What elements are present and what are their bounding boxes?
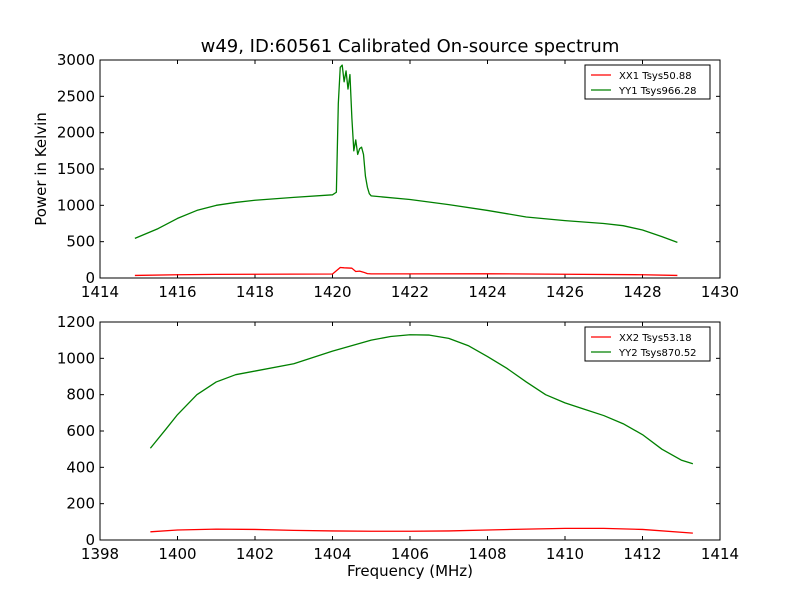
legend-entry: YY2 Tsys870.52 bbox=[618, 348, 697, 359]
legend-entry: XX2 Tsys53.18 bbox=[619, 333, 692, 344]
x-tick-label: 1428 bbox=[623, 283, 661, 301]
y-tick-label: 3000 bbox=[57, 51, 95, 69]
y-tick-label: 1500 bbox=[57, 160, 95, 178]
y-tick-label: 500 bbox=[66, 233, 95, 251]
x-tick-label: 1422 bbox=[391, 283, 429, 301]
chart-title: w49, ID:60561 Calibrated On-source spect… bbox=[201, 36, 620, 57]
series-line-xx1 bbox=[134, 266, 678, 277]
legend-box bbox=[584, 64, 711, 100]
x-tick-label: 1408 bbox=[468, 545, 506, 563]
y-tick-label: 2000 bbox=[57, 124, 95, 142]
x-tick-label: 1414 bbox=[81, 283, 119, 301]
y-tick-label: 2500 bbox=[57, 87, 95, 105]
y-tick-label: 600 bbox=[66, 422, 95, 440]
legend: XX2 Tsys53.18 YY2 Tsys870.52 bbox=[584, 326, 711, 362]
legend-entry: XX1 Tsys50.88 bbox=[619, 71, 692, 82]
y-axis-label: Power in Kelvin bbox=[32, 112, 50, 226]
x-tick-label: 1416 bbox=[158, 283, 196, 301]
x-axis-label: Frequency (MHz) bbox=[347, 562, 473, 580]
x-tick-label: 1398 bbox=[81, 545, 119, 563]
series-line-yy1 bbox=[134, 64, 678, 243]
x-tick-label: 1400 bbox=[158, 545, 196, 563]
y-tick-label: 800 bbox=[66, 386, 95, 404]
x-tick-label: 1412 bbox=[623, 545, 661, 563]
series-line-xx2 bbox=[150, 527, 693, 534]
x-tick-label: 1424 bbox=[468, 283, 506, 301]
x-tick-label: 1426 bbox=[546, 283, 584, 301]
x-tick-label: 1406 bbox=[391, 545, 429, 563]
x-tick-label: 1410 bbox=[546, 545, 584, 563]
legend: XX1 Tsys50.88 YY1 Tsys966.28 bbox=[584, 64, 711, 100]
y-tick-label: 1200 bbox=[57, 313, 95, 331]
legend-entry: YY1 Tsys966.28 bbox=[618, 86, 697, 97]
y-tick-label: 0 bbox=[85, 269, 95, 287]
y-tick-label: 400 bbox=[66, 458, 95, 476]
x-tick-label: 1404 bbox=[313, 545, 351, 563]
x-tick-label: 1402 bbox=[236, 545, 274, 563]
y-tick-label: 1000 bbox=[57, 349, 95, 367]
x-tick-label: 1420 bbox=[313, 283, 351, 301]
x-tick-label: 1414 bbox=[701, 545, 739, 563]
top-subplot: 1414 1416 1418 1420 1422 1424 1426 1428 1430 0 500… bbox=[32, 51, 739, 301]
bottom-subplot: 1398 1400 1402 1404 1406 1408 1410 1412 1414 0 200… bbox=[57, 313, 739, 580]
x-tick-label: 1430 bbox=[701, 283, 739, 301]
x-tick-label: 1418 bbox=[236, 283, 274, 301]
y-tick-label: 200 bbox=[66, 495, 95, 513]
y-tick-label: 0 bbox=[85, 531, 95, 549]
legend-box bbox=[584, 326, 711, 362]
y-tick-label: 1000 bbox=[57, 196, 95, 214]
series-line-yy2 bbox=[149, 334, 694, 465]
